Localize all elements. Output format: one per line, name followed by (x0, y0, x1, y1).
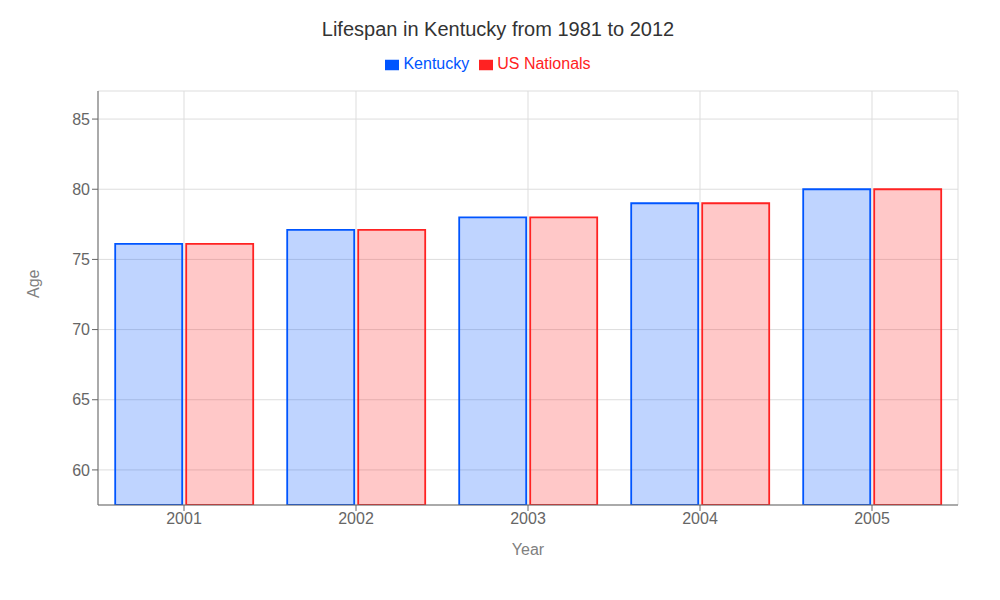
svg-text:65: 65 (72, 391, 90, 408)
html-text:Kentucky: Kentucky (403, 55, 470, 72)
svg-text:2004: 2004 (682, 510, 718, 527)
html-text:Lifespan in Kentucky from 1981: Lifespan in Kentucky from 1981 to 2012 (321, 18, 675, 40)
svg-text:2001: 2001 (166, 510, 202, 527)
svg-text:60: 60 (72, 462, 90, 479)
svg-text:75: 75 (72, 251, 90, 268)
svg-text:85: 85 (72, 111, 90, 128)
svg-text:Age: Age (25, 269, 42, 298)
svg-text:2003: 2003 (510, 510, 546, 527)
svg-text:2005: 2005 (854, 510, 890, 527)
html-text:US Nationals: US Nationals (497, 55, 591, 72)
svg-text:80: 80 (72, 181, 90, 198)
svg-text:70: 70 (72, 321, 90, 338)
svg-text:Year: Year (512, 541, 545, 558)
svg-text:2002: 2002 (338, 510, 374, 527)
